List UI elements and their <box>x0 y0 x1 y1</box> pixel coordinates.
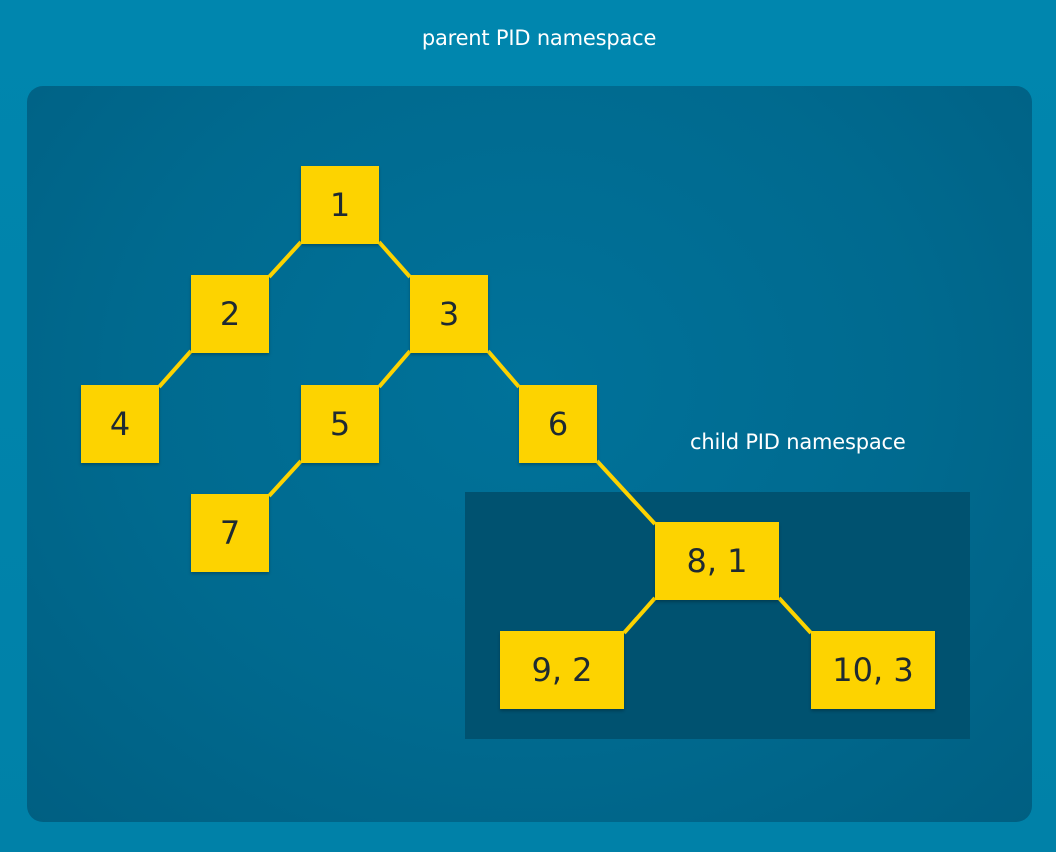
edge-n8-n9 <box>622 596 657 635</box>
process-node-9-2: 9, 2 <box>500 631 624 709</box>
process-node-3: 3 <box>410 275 488 353</box>
process-node-10-3: 10, 3 <box>811 631 935 709</box>
child-namespace-label: child PID namespace <box>690 430 906 454</box>
process-node-6: 6 <box>519 385 597 463</box>
process-node-8-1: 8, 1 <box>655 522 779 600</box>
edge-n8-n10 <box>777 596 813 635</box>
process-node-7: 7 <box>191 494 269 572</box>
edge-n3-n6 <box>486 349 521 389</box>
process-node-1: 1 <box>301 166 379 244</box>
edge-n5-n7 <box>267 459 303 498</box>
process-node-2: 2 <box>191 275 269 353</box>
edge-n1-n2 <box>267 240 303 279</box>
process-node-5: 5 <box>301 385 379 463</box>
edge-n6-n8 <box>595 459 657 526</box>
process-node-4: 4 <box>81 385 159 463</box>
edge-n1-n3 <box>377 240 412 279</box>
edge-n2-n4 <box>157 349 193 389</box>
parent-namespace-label: parent PID namespace <box>421 26 657 50</box>
edge-n3-n5 <box>377 349 412 389</box>
